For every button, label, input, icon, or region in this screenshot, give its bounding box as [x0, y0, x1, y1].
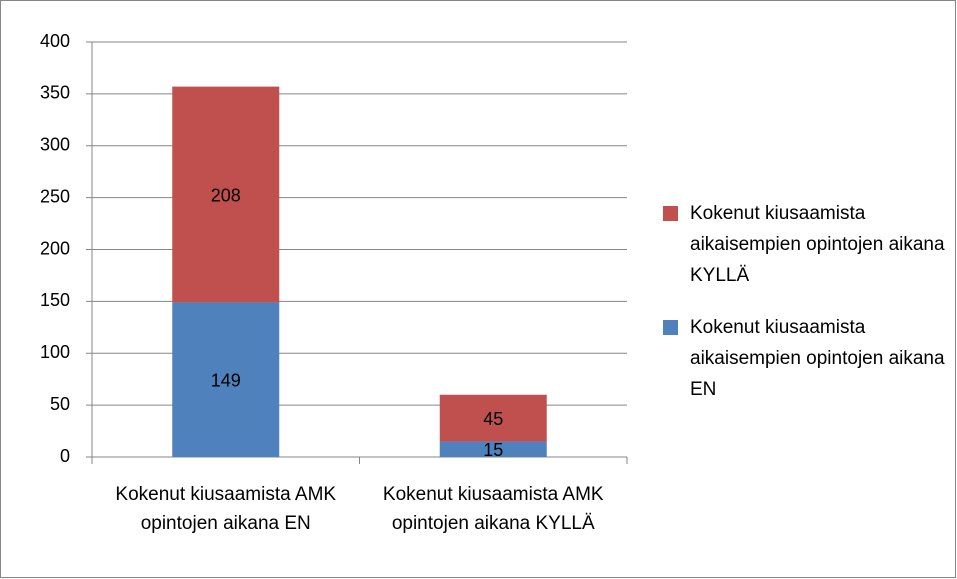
y-tick-label: 50: [50, 394, 70, 414]
y-tick-label: 100: [40, 342, 70, 362]
legend-swatch: [663, 320, 678, 335]
legend-label: Kokenut kiusaamista aikaisempien opintoj…: [690, 203, 945, 286]
data-label: 15: [483, 440, 503, 460]
legend-swatch: [663, 206, 678, 221]
y-tick-label: 0: [60, 446, 70, 466]
bar-segment: [439, 441, 547, 457]
bar-segment: [172, 86, 280, 303]
bar-segment: [439, 394, 547, 442]
x-tick-label: Kokenut kiusaamista AMK opintojen aikana…: [115, 484, 337, 534]
data-label: 45: [483, 409, 503, 429]
legend-label: Kokenut kiusaamista aikaisempien opintoj…: [690, 317, 945, 400]
data-label: 149: [211, 370, 241, 390]
y-tick-label: 250: [40, 186, 70, 206]
bar-segment: [172, 302, 280, 457]
x-tick-label: Kokenut kiusaamista AMK opintojen aikana…: [382, 484, 604, 534]
data-label: 208: [211, 185, 241, 205]
y-tick-label: 150: [40, 290, 70, 310]
y-tick-label: 400: [40, 31, 70, 51]
y-tick-label: 200: [40, 238, 70, 258]
y-tick-label: 350: [40, 83, 70, 103]
y-tick-label: 300: [40, 135, 70, 155]
